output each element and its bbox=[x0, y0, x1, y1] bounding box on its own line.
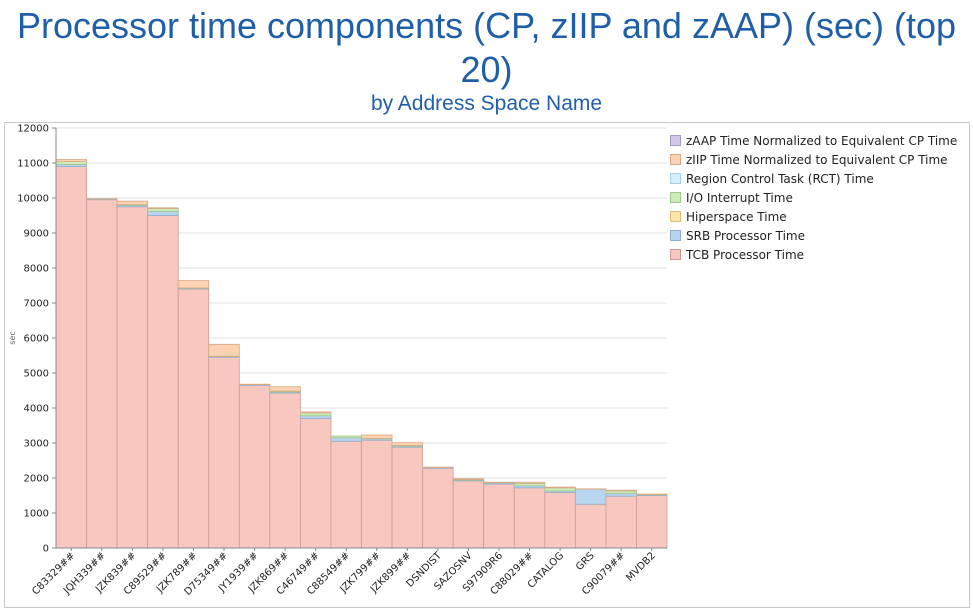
bar-segment bbox=[574, 503, 607, 549]
bar-segment bbox=[361, 439, 393, 549]
legend-swatch bbox=[670, 173, 681, 184]
bar-segment bbox=[147, 207, 179, 209]
legend-swatch bbox=[670, 230, 681, 241]
chart-subtitle: by Address Space Name bbox=[370, 92, 603, 115]
bar-segment bbox=[605, 495, 637, 549]
legend-label: zAAP Time Normalized to Equivalent CP Ti… bbox=[686, 133, 958, 148]
legend-item: I/O Interrupt Time bbox=[670, 188, 966, 207]
bar-segment bbox=[513, 487, 546, 549]
bar-segment bbox=[330, 437, 362, 442]
bar-segment bbox=[177, 280, 210, 289]
legend-swatch bbox=[670, 154, 681, 165]
y-tick-label: 4000 bbox=[24, 404, 49, 415]
x-tick-label: MVDB2 bbox=[624, 550, 658, 584]
legend-swatch bbox=[670, 249, 681, 260]
bar-segment bbox=[208, 356, 240, 549]
bar-segment bbox=[636, 495, 668, 549]
bar-segment bbox=[147, 215, 179, 549]
legend-item: zAAP Time Normalized to Equivalent CP Ti… bbox=[670, 131, 966, 150]
bar-segment bbox=[269, 386, 301, 392]
bar-segment bbox=[86, 199, 118, 549]
bar-segment bbox=[269, 392, 301, 549]
y-tick-label: 12000 bbox=[17, 124, 49, 135]
chart-title: Processor time components (CP, zIIP and … bbox=[16, 5, 957, 90]
bar-segment bbox=[116, 206, 149, 549]
bar-segment bbox=[483, 483, 515, 549]
y-tick-label: 11000 bbox=[17, 159, 49, 170]
bar-segment bbox=[330, 435, 362, 439]
bar-segment bbox=[299, 415, 332, 419]
y-tick-label: 6000 bbox=[24, 334, 49, 345]
y-axis-label: sec bbox=[8, 331, 17, 345]
bar-segment bbox=[177, 288, 210, 549]
bar-segment bbox=[147, 208, 179, 212]
y-tick-label: 0 bbox=[43, 544, 49, 555]
bar-segment bbox=[391, 442, 423, 446]
y-tick-label: 5000 bbox=[24, 369, 49, 380]
bar-segment bbox=[55, 166, 87, 549]
bar-segment bbox=[544, 487, 576, 492]
y-tick-label: 7000 bbox=[24, 299, 49, 310]
legend-item: Region Control Task (RCT) Time bbox=[670, 169, 966, 188]
bar-segment bbox=[55, 161, 87, 165]
y-tick-label: 1000 bbox=[24, 509, 49, 520]
bar-segment bbox=[299, 412, 332, 417]
bar-segment bbox=[147, 210, 179, 216]
y-tick-label: 10000 bbox=[17, 194, 49, 205]
bar-segment bbox=[452, 478, 485, 480]
legend-label: I/O Interrupt Time bbox=[686, 190, 793, 205]
y-tick-label: 9000 bbox=[24, 229, 49, 240]
bar-segment bbox=[116, 200, 149, 206]
bar-segment bbox=[605, 492, 637, 497]
bar-segment bbox=[574, 488, 607, 505]
legend-label: Region Control Task (RCT) Time bbox=[686, 171, 874, 186]
legend-label: Hiperspace Time bbox=[686, 209, 787, 224]
bar-segment bbox=[238, 384, 271, 549]
bar-segment bbox=[208, 343, 240, 357]
y-tick-label: 3000 bbox=[24, 439, 49, 450]
x-tick-label: GRS bbox=[574, 550, 597, 573]
bar-segment bbox=[452, 480, 485, 549]
legend-item: zIIP Time Normalized to Equivalent CP Ti… bbox=[670, 150, 966, 169]
legend-label: SRB Processor Time bbox=[686, 228, 805, 243]
legend-swatch bbox=[670, 211, 681, 222]
bar-segment bbox=[299, 418, 332, 549]
chart-legend: zAAP Time Normalized to Equivalent CP Ti… bbox=[670, 131, 966, 264]
bar-segment bbox=[55, 159, 87, 162]
bar-segment bbox=[605, 489, 637, 492]
legend-swatch bbox=[670, 135, 681, 146]
legend-item: Hiperspace Time bbox=[670, 207, 966, 226]
legend-item: TCB Processor Time bbox=[670, 245, 966, 264]
legend-item: SRB Processor Time bbox=[670, 226, 966, 245]
bar-segment bbox=[361, 434, 393, 439]
y-tick-label: 2000 bbox=[24, 474, 49, 485]
bar-segment bbox=[422, 467, 454, 549]
bar-segment bbox=[299, 411, 332, 414]
bar-segment bbox=[544, 486, 576, 489]
legend-swatch bbox=[670, 192, 681, 203]
bar-segment bbox=[513, 481, 546, 484]
legend-label: zIIP Time Normalized to Equivalent CP Ti… bbox=[686, 152, 948, 167]
bar-segment bbox=[544, 491, 576, 549]
bar-segment bbox=[391, 446, 423, 549]
bar-segment bbox=[330, 440, 362, 549]
legend-label: TCB Processor Time bbox=[686, 247, 805, 262]
y-tick-label: 8000 bbox=[24, 264, 49, 275]
